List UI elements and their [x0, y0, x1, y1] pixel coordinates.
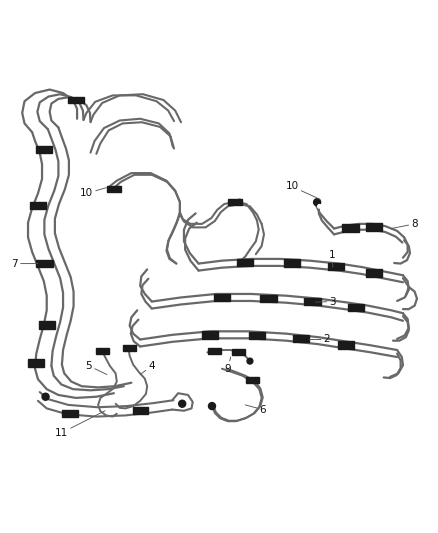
- Circle shape: [314, 199, 321, 206]
- FancyBboxPatch shape: [107, 185, 121, 192]
- Text: 11: 11: [55, 411, 105, 438]
- Circle shape: [237, 199, 242, 204]
- FancyBboxPatch shape: [237, 259, 254, 266]
- Text: 3: 3: [315, 296, 336, 306]
- FancyBboxPatch shape: [68, 96, 84, 103]
- Text: 6: 6: [245, 405, 266, 415]
- Text: 10: 10: [80, 188, 106, 198]
- Circle shape: [179, 400, 186, 407]
- Text: 10: 10: [286, 182, 320, 199]
- FancyBboxPatch shape: [28, 359, 44, 367]
- Text: 8: 8: [391, 219, 418, 229]
- FancyBboxPatch shape: [123, 345, 136, 351]
- FancyBboxPatch shape: [348, 304, 364, 311]
- Circle shape: [247, 358, 253, 364]
- FancyBboxPatch shape: [338, 341, 354, 349]
- Circle shape: [208, 402, 215, 409]
- Text: 7: 7: [11, 259, 38, 269]
- FancyBboxPatch shape: [366, 223, 382, 231]
- FancyBboxPatch shape: [133, 407, 148, 414]
- Text: 1: 1: [328, 250, 335, 267]
- Circle shape: [116, 187, 121, 191]
- FancyBboxPatch shape: [63, 410, 78, 416]
- FancyBboxPatch shape: [284, 260, 300, 267]
- FancyBboxPatch shape: [261, 295, 277, 302]
- Circle shape: [318, 205, 321, 208]
- FancyBboxPatch shape: [35, 146, 52, 154]
- Text: 9: 9: [224, 357, 231, 374]
- Text: 4: 4: [140, 361, 155, 375]
- FancyBboxPatch shape: [202, 331, 219, 338]
- FancyBboxPatch shape: [228, 198, 242, 205]
- FancyBboxPatch shape: [208, 348, 221, 354]
- FancyBboxPatch shape: [232, 350, 245, 355]
- FancyBboxPatch shape: [36, 260, 53, 267]
- FancyBboxPatch shape: [342, 224, 359, 232]
- Text: 2: 2: [310, 335, 330, 344]
- FancyBboxPatch shape: [39, 321, 55, 328]
- FancyBboxPatch shape: [293, 335, 309, 342]
- FancyBboxPatch shape: [328, 263, 344, 270]
- FancyBboxPatch shape: [249, 332, 265, 339]
- FancyBboxPatch shape: [246, 377, 259, 383]
- FancyBboxPatch shape: [96, 348, 109, 354]
- FancyBboxPatch shape: [366, 269, 382, 277]
- FancyBboxPatch shape: [214, 294, 230, 301]
- FancyBboxPatch shape: [30, 201, 46, 209]
- FancyBboxPatch shape: [304, 298, 321, 305]
- Circle shape: [42, 393, 49, 400]
- Text: 5: 5: [85, 361, 107, 375]
